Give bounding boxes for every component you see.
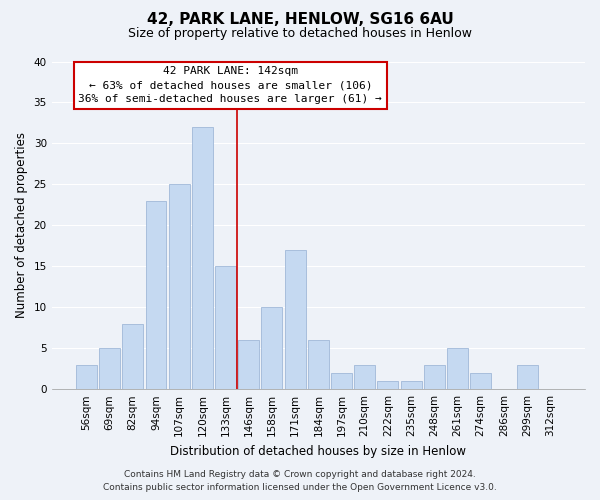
- Bar: [122, 324, 143, 389]
- Bar: [192, 127, 213, 389]
- Bar: [401, 381, 422, 389]
- Bar: [238, 340, 259, 389]
- Bar: [447, 348, 468, 389]
- Bar: [354, 364, 375, 389]
- Bar: [215, 266, 236, 389]
- Text: 42 PARK LANE: 142sqm
← 63% of detached houses are smaller (106)
36% of semi-deta: 42 PARK LANE: 142sqm ← 63% of detached h…: [79, 66, 382, 104]
- Bar: [424, 364, 445, 389]
- Text: 42, PARK LANE, HENLOW, SG16 6AU: 42, PARK LANE, HENLOW, SG16 6AU: [146, 12, 454, 28]
- Bar: [146, 201, 166, 389]
- Bar: [76, 364, 97, 389]
- Bar: [517, 364, 538, 389]
- Bar: [331, 373, 352, 389]
- Text: Contains HM Land Registry data © Crown copyright and database right 2024.
Contai: Contains HM Land Registry data © Crown c…: [103, 470, 497, 492]
- Bar: [169, 184, 190, 389]
- Bar: [99, 348, 120, 389]
- Text: Size of property relative to detached houses in Henlow: Size of property relative to detached ho…: [128, 28, 472, 40]
- Bar: [284, 250, 305, 389]
- Y-axis label: Number of detached properties: Number of detached properties: [15, 132, 28, 318]
- Bar: [262, 308, 283, 389]
- Bar: [308, 340, 329, 389]
- X-axis label: Distribution of detached houses by size in Henlow: Distribution of detached houses by size …: [170, 444, 466, 458]
- Bar: [377, 381, 398, 389]
- Bar: [470, 373, 491, 389]
